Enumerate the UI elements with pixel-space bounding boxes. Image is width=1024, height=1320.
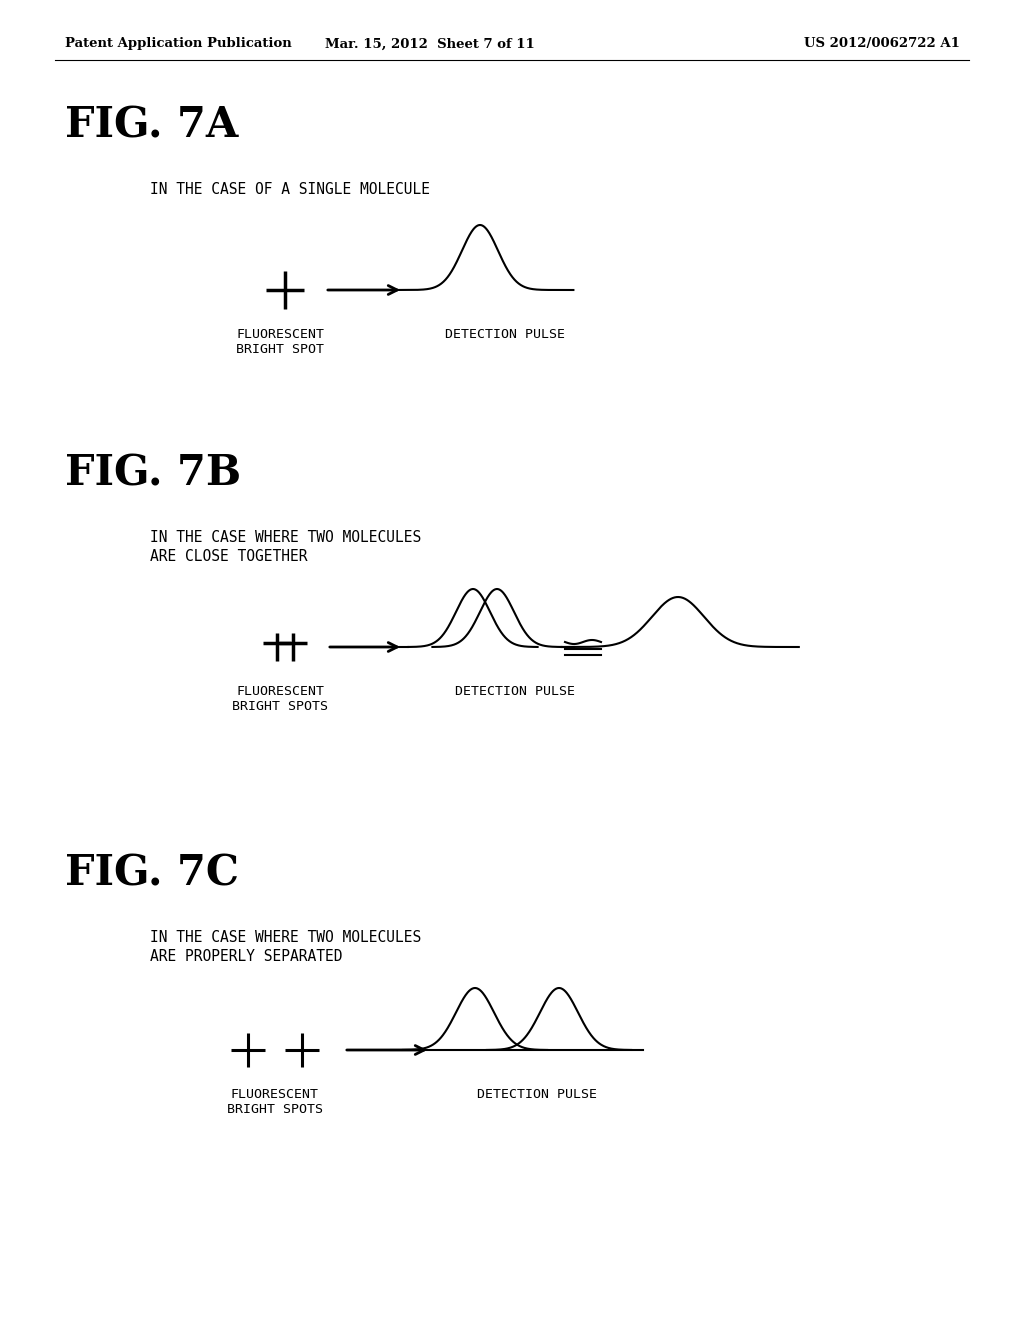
Text: IN THE CASE WHERE TWO MOLECULES: IN THE CASE WHERE TWO MOLECULES (150, 931, 421, 945)
Text: FLUORESCENT
BRIGHT SPOTS: FLUORESCENT BRIGHT SPOTS (227, 1088, 323, 1115)
Text: DETECTION PULSE: DETECTION PULSE (477, 1088, 597, 1101)
Text: DETECTION PULSE: DETECTION PULSE (445, 327, 565, 341)
Text: FIG. 7A: FIG. 7A (65, 106, 239, 147)
Text: FIG. 7B: FIG. 7B (65, 451, 241, 494)
Text: FLUORESCENT
BRIGHT SPOT: FLUORESCENT BRIGHT SPOT (236, 327, 324, 356)
Text: FLUORESCENT
BRIGHT SPOTS: FLUORESCENT BRIGHT SPOTS (232, 685, 328, 713)
Text: ARE CLOSE TOGETHER: ARE CLOSE TOGETHER (150, 549, 307, 564)
Text: US 2012/0062722 A1: US 2012/0062722 A1 (804, 37, 961, 50)
Text: ARE PROPERLY SEPARATED: ARE PROPERLY SEPARATED (150, 949, 342, 964)
Text: Mar. 15, 2012  Sheet 7 of 11: Mar. 15, 2012 Sheet 7 of 11 (326, 37, 535, 50)
Text: DETECTION PULSE: DETECTION PULSE (455, 685, 575, 698)
Text: IN THE CASE OF A SINGLE MOLECULE: IN THE CASE OF A SINGLE MOLECULE (150, 182, 430, 197)
Text: IN THE CASE WHERE TWO MOLECULES: IN THE CASE WHERE TWO MOLECULES (150, 531, 421, 545)
Text: Patent Application Publication: Patent Application Publication (65, 37, 292, 50)
Text: FIG. 7C: FIG. 7C (65, 851, 239, 894)
